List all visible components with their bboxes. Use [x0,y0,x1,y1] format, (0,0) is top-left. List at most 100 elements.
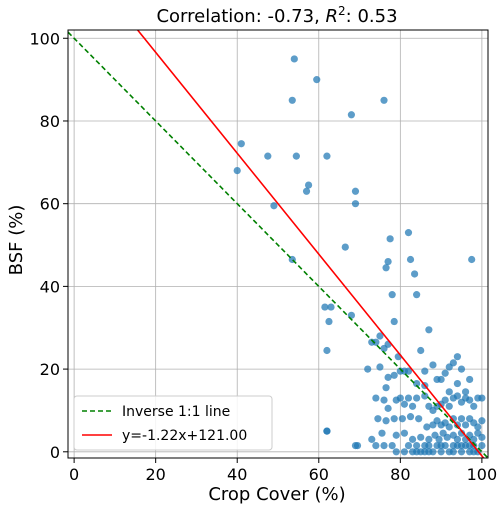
data-point [435,435,443,443]
data-point [445,402,453,410]
data-point [408,435,417,443]
data-point [449,448,457,456]
data-point [392,448,400,456]
data-point [353,441,362,450]
data-point [421,367,429,375]
data-point [351,200,360,208]
data-point [421,392,429,400]
data-point [292,152,300,160]
data-point [413,441,421,450]
data-point [386,235,394,243]
data-point [417,346,425,355]
data-point [474,423,482,431]
y-tick-label: 0 [50,443,60,462]
data-point [404,394,413,402]
data-point [457,448,466,456]
data-point [466,375,474,384]
data-point [437,448,445,456]
data-point [323,427,331,435]
data-point [288,96,296,104]
y-tick-label: 60 [40,195,60,214]
x-tick-label: 40 [227,465,247,484]
data-point [400,429,409,437]
data-point [233,166,241,175]
data-point [423,423,431,431]
data-point [457,415,466,423]
data-point [478,394,486,402]
data-point [341,243,349,251]
data-point [396,394,404,402]
data-point [323,152,331,160]
data-point [384,373,392,381]
data-point [321,303,329,311]
data-point [390,415,398,423]
data-point [380,441,388,450]
data-point [404,441,413,450]
legend-box [73,395,273,451]
data-point [388,441,396,450]
data-point [374,415,382,423]
data-point [384,404,392,412]
data-point [470,402,478,410]
legend-label: y=-1.22x+121.00 [122,428,247,444]
data-point [382,417,390,425]
data-point [376,332,384,340]
data-point [264,152,272,160]
plot-frame [67,29,489,459]
data-point [415,415,423,423]
x-tick-label: 100 [467,465,498,484]
data-point [429,361,437,369]
data-point [478,441,486,450]
data-point [437,375,445,384]
data-point [441,369,449,377]
data-point [453,379,462,388]
data-point [384,257,392,266]
data-point [453,353,462,361]
data-point [466,396,474,404]
data-point [445,388,453,396]
data-point [461,421,470,429]
points-group [233,55,486,456]
data-point [351,187,360,195]
data-point [413,394,421,402]
data-point [408,402,417,410]
data-point [468,255,476,264]
data-point [406,413,415,421]
data-point [347,111,355,119]
data-point [461,388,470,396]
data-point [388,291,396,299]
data-point [425,326,433,334]
chart-title: Correlation: -0.73, R2: 0.53 [156,4,397,27]
data-point [411,270,419,278]
data-point [390,317,398,326]
data-point [382,384,390,392]
data-point [404,367,413,375]
data-point [417,433,425,441]
x-tick-label: 0 [69,465,79,484]
data-point [478,433,486,441]
data-point [325,317,333,326]
data-point [400,400,409,408]
x-tick-label: 20 [145,465,165,484]
x-axis-label: Crop Cover (%) [208,484,345,505]
data-point [380,96,388,104]
y-tick-label: 80 [40,112,60,131]
data-point [457,365,466,373]
legend: Inverse 1:1 line y=-1.22x+121.00 [73,395,273,451]
data-point [376,363,384,371]
data-point [290,55,298,63]
data-point [270,202,278,210]
data-point [323,346,331,355]
x-tick-label: 60 [309,465,329,484]
data-point [457,429,466,437]
data-point [380,396,388,404]
data-point [392,431,400,439]
data-point [404,229,413,237]
data-point [368,435,376,443]
inverse-1to1-line [68,31,488,458]
legend-label: Inverse 1:1 line [122,404,230,420]
x-tick-label: 80 [390,465,410,484]
data-point [406,255,415,264]
data-point [478,417,486,425]
